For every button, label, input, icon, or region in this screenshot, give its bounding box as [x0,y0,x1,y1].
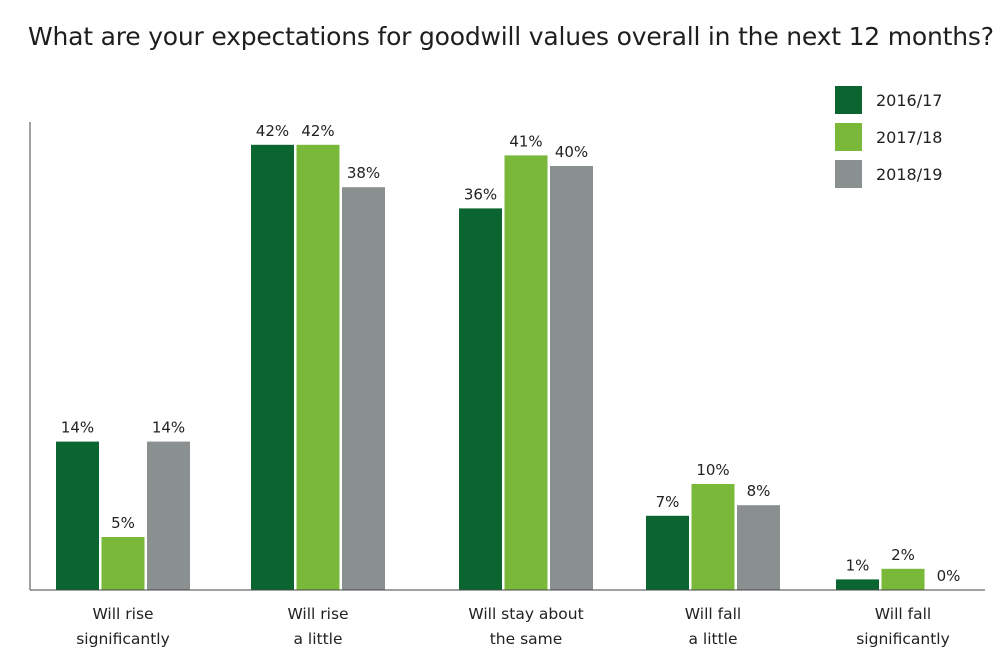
value-label: 36% [464,185,497,203]
category-label: Will fall [685,605,741,623]
category-label: a little [688,630,737,648]
chart-title: What are your expectations for goodwill … [28,22,994,51]
value-label: 2% [891,546,915,564]
value-label: 40% [555,143,588,161]
value-label: 38% [347,164,380,182]
bar-2016-17-cat-1 [251,144,294,591]
legend-label: 2017/18 [876,128,942,147]
bar-2018-19-cat-0 [147,441,190,590]
category-label: Will rise [287,605,348,623]
legend-label: 2018/19 [876,165,942,184]
legend-swatch-2017-18 [835,123,862,151]
value-label: 5% [111,514,135,532]
category-label: Will rise [92,605,153,623]
bar-2016-17-cat-0 [56,441,99,590]
value-label: 10% [696,461,729,479]
value-label: 42% [301,122,334,140]
bar-2018-19-cat-3 [737,505,780,590]
bar-2016-17-cat-4 [836,579,879,590]
bar-2017-18-cat-2 [504,155,548,590]
category-label: Will fall [875,605,931,623]
value-label: 14% [152,419,185,437]
value-label: 1% [846,556,870,574]
category-label: a little [293,630,342,648]
value-label: 7% [656,493,680,511]
legend-swatch-2018-19 [835,160,862,188]
category-label: the same [490,630,563,648]
axes-layer [29,122,985,591]
bar-2017-18-cat-0 [101,537,145,590]
value-label: 14% [61,419,94,437]
category-label: significantly [76,630,170,648]
legend-label: 2016/17 [876,91,942,110]
value-label: 41% [509,132,542,150]
category-labels-layer: Will rise significantly Will rise a little W… [76,605,950,648]
category-label: Will stay about [468,605,583,623]
value-label: 42% [256,122,289,140]
value-label: 0% [937,567,961,585]
bar-2016-17-cat-3 [646,515,689,590]
legend-swatch-2016-17 [835,86,862,114]
bar-2018-19-cat-2 [550,166,593,590]
bar-2016-17-cat-2 [459,208,502,590]
value-label: 8% [747,482,771,500]
bar-2018-19-cat-1 [342,187,385,590]
bar-2017-18-cat-3 [691,484,735,590]
bar-2017-18-cat-4 [881,568,925,590]
bar-2017-18-cat-1 [296,144,340,591]
legend: 2016/17 2017/18 2018/19 [835,86,942,188]
value-labels-layer: 14% 42% 36% 7% 1% 5% 42% 41% 10% 2% 14% 38% 40% 8% 0% [61,122,961,585]
bars-layer [56,144,925,591]
category-label: significantly [856,630,950,648]
